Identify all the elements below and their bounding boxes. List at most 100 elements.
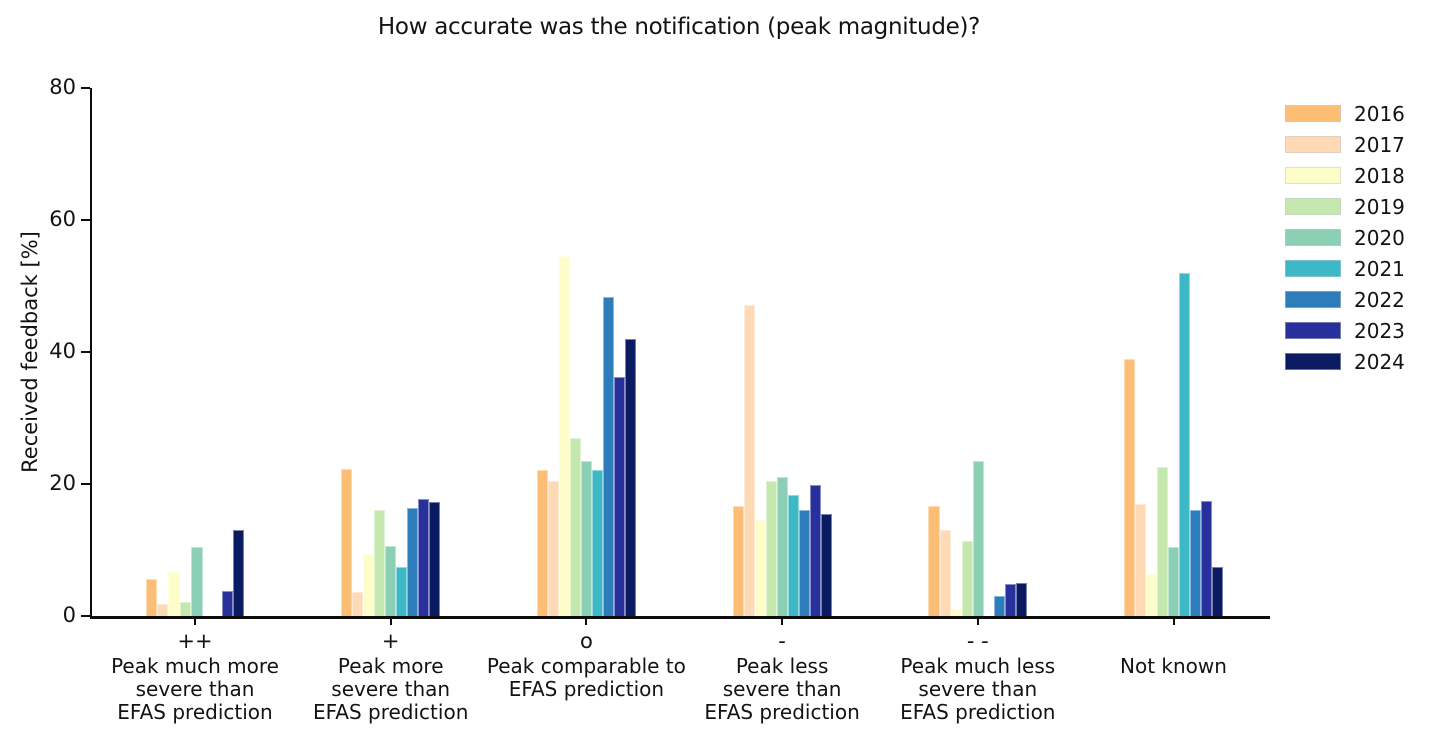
bar-2024-+ [429, 502, 441, 616]
bar-group-+ [341, 88, 441, 616]
legend-label-2016: 2016 [1354, 101, 1405, 126]
legend-label-2022: 2022 [1354, 287, 1405, 312]
bar-2024-Not known [1212, 566, 1223, 616]
bar-2022-- [798, 510, 810, 616]
bar-2022-o [602, 296, 614, 616]
x-tick-description-4: Peak much less severe than EFAS prediction [900, 654, 1056, 724]
bar-2016-Not known [1124, 359, 1135, 616]
y-tick-mark-60 [81, 219, 90, 221]
bar-2023-o [613, 377, 625, 616]
x-tick-description-1: Peak more severe than EFAS prediction [312, 654, 469, 724]
bar-2024-++ [233, 530, 245, 616]
x-tick-label-0: ++ Peak much more severe than EFAS predicti… [45, 628, 345, 724]
legend-label-2019: 2019 [1354, 194, 1405, 219]
legend-label-2017: 2017 [1354, 132, 1405, 157]
bar-2016-o [536, 470, 548, 616]
x-tick-mark-0 [194, 616, 196, 625]
bar-2023-++ [221, 590, 233, 616]
x-tick-label-5: Not known [1024, 628, 1324, 678]
x-tick-mark-1 [389, 616, 392, 625]
bar-2020-o [580, 460, 592, 616]
bar-2018-o [558, 255, 570, 616]
bar-group-++ [145, 88, 245, 616]
x-tick-label-2: o Peak comparable to EFAS prediction [436, 628, 736, 701]
bar-2024-o [624, 339, 636, 616]
y-tick-label-40: 40 [49, 339, 76, 363]
legend-row-2020: 2020 [1285, 222, 1405, 253]
x-tick-mark-4 [976, 616, 979, 625]
legend-label-2024: 2024 [1354, 349, 1405, 374]
legend-label-2020: 2020 [1354, 225, 1405, 250]
x-tick-symbol-2: o [579, 629, 593, 653]
bar-2019-Not known [1157, 466, 1168, 616]
bar-group-- [732, 88, 832, 616]
bar-2018-++ [168, 572, 180, 616]
legend-row-2024: 2024 [1285, 346, 1405, 377]
legend-label-2018: 2018 [1354, 163, 1405, 188]
bar-2019-++ [179, 602, 192, 616]
y-tick-mark-20 [81, 483, 90, 485]
bar-2019-- - [961, 540, 974, 616]
bar-group-o [536, 88, 636, 616]
legend-label-2023: 2023 [1354, 318, 1405, 343]
bar-2017-- [743, 305, 755, 616]
bar-2019-o [569, 437, 581, 616]
bar-2019-- [765, 481, 777, 616]
bar-2017-+ [352, 591, 364, 616]
legend-label-2021: 2021 [1354, 256, 1405, 281]
chart-title: How accurate was the notification (peak … [377, 14, 981, 40]
bar-2020-+ [385, 546, 397, 616]
x-tick-label-3: - Peak less severe than EFAS prediction [632, 628, 932, 724]
legend-row-2018: 2018 [1285, 160, 1405, 191]
legend-row-2019: 2019 [1285, 191, 1405, 222]
legend-row-2022: 2022 [1285, 284, 1405, 315]
x-tick-mark-3 [781, 616, 784, 625]
x-tick-description-3: Peak less severe than EFAS prediction [704, 654, 860, 724]
bar-2020-++ [191, 546, 203, 616]
legend-swatch-2021 [1285, 260, 1341, 277]
y-tick-label-20: 20 [49, 471, 76, 495]
legend-swatch-2022 [1285, 291, 1341, 308]
bar-2022-- - [993, 596, 1005, 616]
x-tick-label-1: + Peak more severe than EFAS prediction [241, 628, 541, 724]
bar-2021-Not known [1179, 273, 1190, 616]
bar-2017-o [547, 480, 559, 616]
bar-2018-Not known [1146, 573, 1157, 616]
bar-2024-- - [1016, 583, 1028, 616]
bar-2018-+ [363, 553, 375, 616]
bar-2020-- - [973, 460, 985, 616]
x-tick-symbol-3: - [778, 629, 786, 653]
bar-2017-++ [156, 604, 169, 616]
x-tick-symbol-1: + [381, 629, 400, 653]
x-tick-symbol-0: ++ [177, 629, 213, 653]
bar-2019-+ [374, 510, 386, 616]
plot-area: 0 20 40 60 80 ++ Peak much more severe than EFAS… [49, 77, 1270, 724]
legend-swatch-2018 [1285, 167, 1341, 184]
bar-2016-+ [341, 469, 353, 616]
bar-2016-++ [145, 579, 157, 616]
bar-2017-Not known [1135, 504, 1146, 616]
y-tick-label-80: 80 [49, 75, 76, 99]
y-tick-label-0: 0 [62, 603, 76, 627]
bar-2020-- [776, 477, 788, 616]
x-tick-description-5: Not known [1120, 654, 1227, 678]
bar-2023-Not known [1201, 501, 1212, 616]
bar-2018-- [754, 520, 766, 616]
legend-swatch-2017 [1285, 136, 1341, 153]
y-tick-mark-40 [81, 351, 90, 353]
bar-2018-- - [950, 608, 962, 616]
legend-row-2017: 2017 [1285, 129, 1405, 160]
bar-2017-- - [939, 530, 951, 616]
legend-swatch-2020 [1285, 229, 1341, 246]
x-tick-description-0: Peak much more severe than EFAS prediction [111, 654, 279, 724]
legend: 2016 2017 2018 2019 2020 2021 2022 2023 2024 [1285, 98, 1405, 377]
y-tick-mark-0 [81, 615, 90, 617]
bar-2023-+ [418, 498, 430, 616]
bar-2016-- - [928, 505, 940, 616]
bar-2021-+ [396, 567, 408, 616]
x-tick-description-2: Peak comparable to EFAS prediction [486, 654, 686, 701]
legend-row-2016: 2016 [1285, 98, 1405, 129]
bar-2023-- - [1004, 584, 1017, 616]
legend-row-2023: 2023 [1285, 315, 1405, 346]
